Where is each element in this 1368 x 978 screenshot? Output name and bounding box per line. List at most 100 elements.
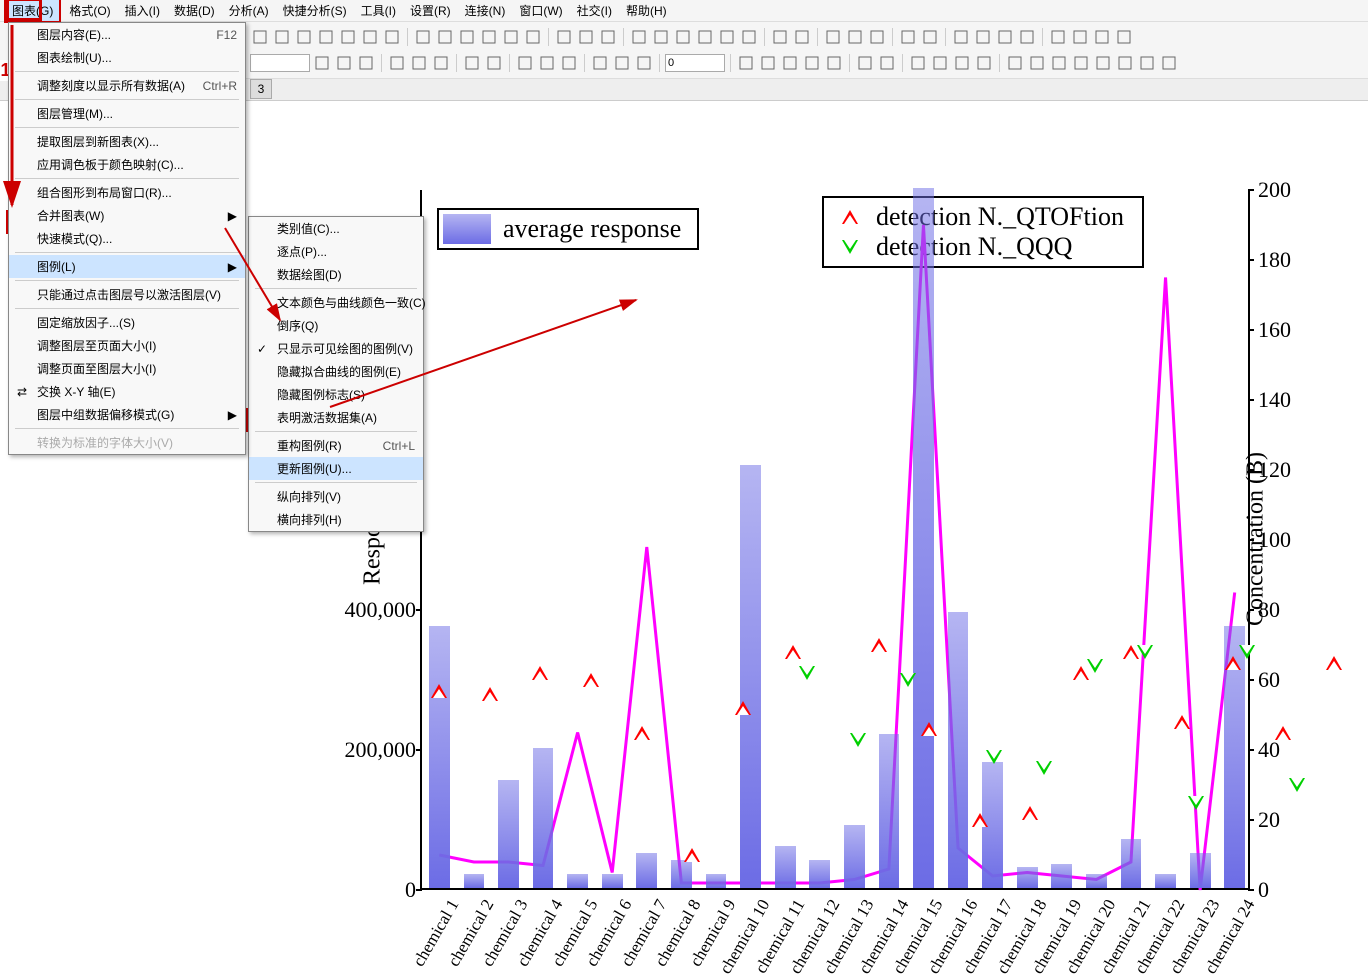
tb-dist2[interactable] (792, 27, 812, 47)
tb-g8[interactable] (1159, 53, 1179, 73)
tb-color3[interactable] (559, 53, 579, 73)
tb-g2[interactable] (1027, 53, 1047, 73)
legend-menu-item[interactable]: 数据绘图(D) (249, 263, 423, 286)
bar[interactable] (1190, 853, 1211, 888)
legend-menu-item[interactable]: 更新图例(U)... (249, 457, 423, 480)
graph-menu-item[interactable]: 只能通过点击图层号以激活图层(V) (9, 283, 245, 306)
bar[interactable] (464, 874, 485, 888)
bar[interactable] (429, 626, 450, 889)
menu-快捷分析s[interactable]: 快捷分析(S) (277, 0, 353, 21)
tb-text[interactable] (576, 27, 596, 47)
legend-menu-item[interactable]: 倒序(Q) (249, 314, 423, 337)
tb-chart2[interactable] (435, 27, 455, 47)
tb-plot3[interactable] (316, 27, 336, 47)
bar[interactable] (879, 734, 900, 888)
tb-plot2[interactable] (294, 27, 314, 47)
bar[interactable] (498, 780, 519, 889)
bar[interactable] (948, 612, 969, 889)
legend-menu-item[interactable]: 文本颜色与曲线颜色一致(C) (249, 291, 423, 314)
bar[interactable] (775, 846, 796, 888)
tb-plot1[interactable] (272, 27, 292, 47)
tb-align6[interactable] (739, 27, 759, 47)
tb-snap4[interactable] (1017, 27, 1037, 47)
tb-y[interactable] (845, 27, 865, 47)
tb-align5[interactable] (717, 27, 737, 47)
tb-align4[interactable] (695, 27, 715, 47)
legend-menu-item[interactable]: 隐藏图例标志(S) (249, 383, 423, 406)
graph-menu-item[interactable]: 合并图表(W)▶ (9, 204, 245, 227)
tb-plot5[interactable] (360, 27, 380, 47)
bar[interactable] (1086, 874, 1107, 888)
tb-g1[interactable] (1005, 53, 1025, 73)
menu-设置r[interactable]: 设置(R) (404, 0, 457, 21)
tb-greek[interactable] (431, 53, 451, 73)
graph-menu-item[interactable]: 图例(L)▶ (9, 255, 245, 278)
tb-rot2[interactable] (1070, 27, 1090, 47)
tb-bold[interactable] (312, 53, 332, 73)
tb-snap1[interactable] (951, 27, 971, 47)
legend-menu-item[interactable]: 类别值(C)... (249, 217, 423, 240)
graph-menu-item[interactable]: 固定缩放因子...(S) (9, 311, 245, 334)
bar[interactable] (740, 465, 761, 889)
bar[interactable] (671, 860, 692, 888)
tb-align1[interactable] (629, 27, 649, 47)
menu-窗口w[interactable]: 窗口(W) (513, 0, 568, 21)
tb-pal2[interactable] (877, 53, 897, 73)
graph-menu-item[interactable]: 图层管理(M)... (9, 102, 245, 125)
tb-layer[interactable] (250, 27, 270, 47)
legend-menu-item[interactable]: 隐藏拟合曲线的图例(E) (249, 360, 423, 383)
bar[interactable] (602, 874, 623, 888)
tb-rot4[interactable] (1114, 27, 1134, 47)
graph-menu-item[interactable]: 组合图形到布局窗口(R)... (9, 181, 245, 204)
tb-axis3[interactable] (974, 53, 994, 73)
tb-snap2[interactable] (973, 27, 993, 47)
tb-style2[interactable] (758, 53, 778, 73)
menu-数据d[interactable]: 数据(D) (168, 0, 221, 21)
menu-格式o[interactable]: 格式(O) (63, 0, 116, 21)
tb-italic[interactable] (334, 53, 354, 73)
tb-style5[interactable] (824, 53, 844, 73)
tb-line1[interactable] (590, 53, 610, 73)
tb-g3[interactable] (1049, 53, 1069, 73)
graph-menu-item[interactable]: 图层中组数据偏移模式(G)▶ (9, 403, 245, 426)
graph-menu-item[interactable]: 图层内容(E)...F12 (9, 23, 245, 46)
tb-play[interactable] (382, 27, 402, 47)
bar[interactable] (1155, 874, 1176, 888)
tb-sub[interactable] (409, 53, 429, 73)
legend-menu-item[interactable]: 重构图例(R)Ctrl+L (249, 434, 423, 457)
bar[interactable] (706, 874, 727, 888)
bar[interactable] (844, 825, 865, 888)
tb-sup[interactable] (387, 53, 407, 73)
tb-color1[interactable] (515, 53, 535, 73)
tb-line2[interactable] (612, 53, 632, 73)
tb-g6[interactable] (1115, 53, 1135, 73)
bar[interactable] (1051, 864, 1072, 889)
menu-图表g[interactable]: 图表(G) (4, 0, 61, 23)
graph-menu-item[interactable]: ⇄交换 X-Y 轴(E) (9, 380, 245, 403)
legend-menu-item[interactable]: 逐点(P)... (249, 240, 423, 263)
tb-g7[interactable] (1137, 53, 1157, 73)
graph-menu-item[interactable]: 图表绘制(U)... (9, 46, 245, 69)
tb-axis1[interactable] (930, 53, 950, 73)
bar[interactable] (1121, 839, 1142, 888)
tb-style1[interactable] (736, 53, 756, 73)
bar[interactable] (809, 860, 830, 888)
tb-ruler[interactable] (920, 27, 940, 47)
tb-dist1[interactable] (770, 27, 790, 47)
tb-color2[interactable] (537, 53, 557, 73)
menu-社交i[interactable]: 社交(I) (571, 0, 618, 21)
legend-menu-item[interactable]: 表明激活数据集(A) (249, 406, 423, 429)
tb-rot1[interactable] (1048, 27, 1068, 47)
tb-g4[interactable] (1071, 53, 1091, 73)
legend-menu-item[interactable]: 横向排列(H) (249, 508, 423, 531)
tb-group[interactable] (598, 27, 618, 47)
tb-chart4[interactable] (479, 27, 499, 47)
tb-axis2[interactable] (952, 53, 972, 73)
tb-grid[interactable] (898, 27, 918, 47)
tb-line3[interactable] (634, 53, 654, 73)
tb-dec[interactable] (484, 53, 504, 73)
menu-工具i[interactable]: 工具(I) (355, 0, 402, 21)
tb-align2[interactable] (651, 27, 671, 47)
bar[interactable] (1017, 867, 1038, 888)
bar[interactable] (533, 748, 554, 888)
